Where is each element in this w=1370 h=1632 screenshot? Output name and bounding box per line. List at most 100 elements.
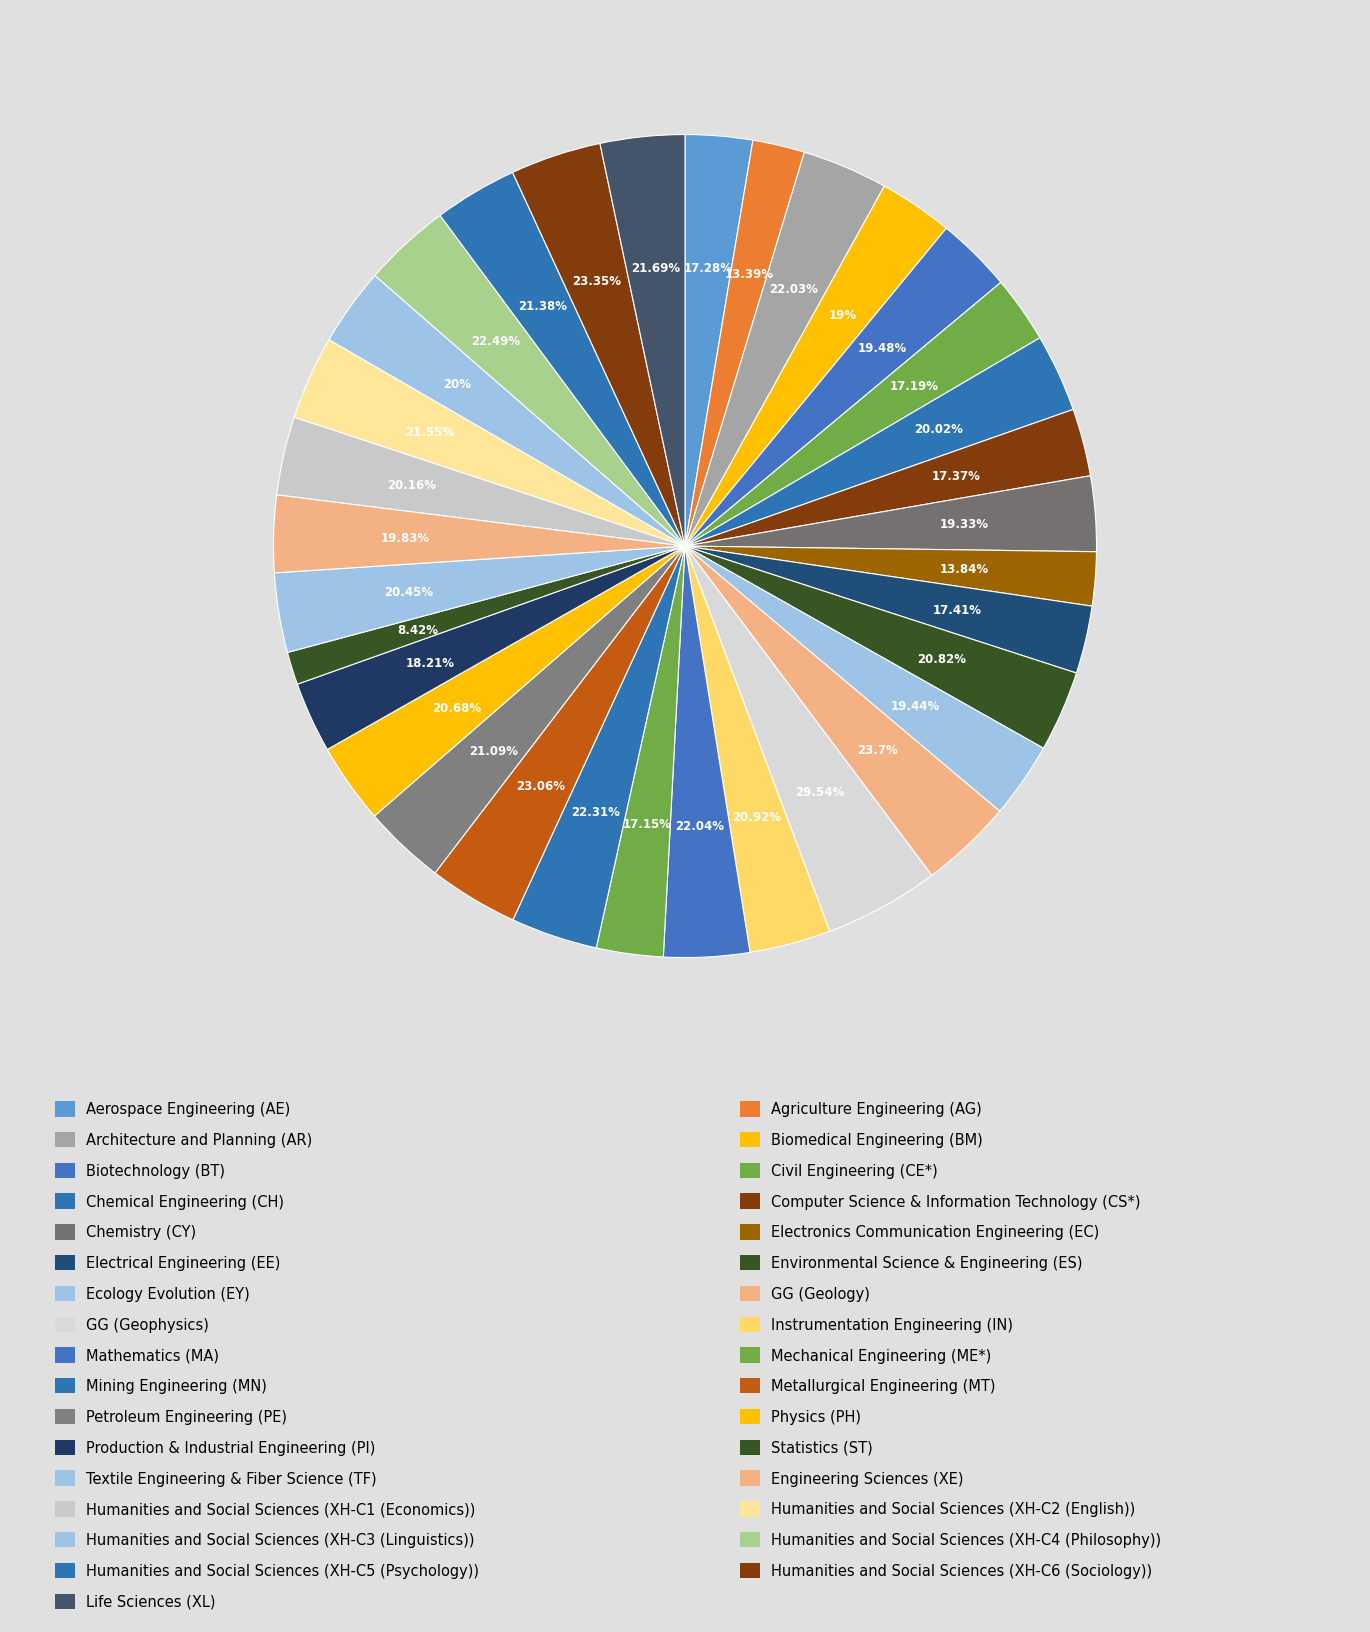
- Wedge shape: [327, 547, 685, 816]
- Text: Biomedical Engineering (BM): Biomedical Engineering (BM): [771, 1133, 984, 1147]
- Bar: [740, 1563, 760, 1578]
- Bar: [740, 1255, 760, 1271]
- Text: Petroleum Engineering (PE): Petroleum Engineering (PE): [86, 1408, 288, 1425]
- Bar: [740, 1286, 760, 1301]
- Bar: [55, 1470, 75, 1485]
- Bar: [55, 1317, 75, 1332]
- Wedge shape: [685, 477, 1096, 552]
- Text: 19.33%: 19.33%: [940, 517, 989, 530]
- Text: 20.68%: 20.68%: [432, 702, 481, 715]
- Text: Electrical Engineering (EE): Electrical Engineering (EE): [86, 1255, 281, 1270]
- Text: Textile Engineering & Fiber Science (TF): Textile Engineering & Fiber Science (TF): [86, 1470, 377, 1485]
- Bar: [55, 1286, 75, 1301]
- Wedge shape: [440, 173, 685, 547]
- Bar: [55, 1593, 75, 1609]
- Bar: [740, 1317, 760, 1332]
- Text: Humanities and Social Sciences (XH-C2 (English)): Humanities and Social Sciences (XH-C2 (E…: [771, 1501, 1136, 1516]
- Wedge shape: [600, 135, 685, 547]
- Wedge shape: [685, 135, 754, 547]
- Text: Production & Industrial Engineering (PI): Production & Industrial Engineering (PI): [86, 1439, 375, 1456]
- Text: 21.09%: 21.09%: [469, 744, 518, 757]
- Wedge shape: [374, 547, 685, 873]
- Text: Humanities and Social Sciences (XH-C1 (Economics)): Humanities and Social Sciences (XH-C1 (E…: [86, 1501, 475, 1516]
- Bar: [740, 1224, 760, 1240]
- Wedge shape: [288, 547, 685, 685]
- Wedge shape: [685, 338, 1073, 547]
- Wedge shape: [685, 547, 932, 932]
- Text: 20.82%: 20.82%: [917, 653, 966, 666]
- Text: Mechanical Engineering (ME*): Mechanical Engineering (ME*): [771, 1348, 992, 1363]
- Wedge shape: [685, 410, 1091, 547]
- Text: 21.38%: 21.38%: [518, 300, 567, 313]
- Bar: [740, 1379, 760, 1394]
- Text: 29.54%: 29.54%: [795, 785, 844, 798]
- Wedge shape: [685, 188, 947, 547]
- Text: Environmental Science & Engineering (ES): Environmental Science & Engineering (ES): [771, 1255, 1082, 1270]
- Text: 23.7%: 23.7%: [856, 744, 897, 757]
- Text: 23.35%: 23.35%: [573, 274, 622, 287]
- Bar: [740, 1102, 760, 1116]
- Wedge shape: [277, 418, 685, 547]
- Text: 19.48%: 19.48%: [858, 341, 907, 354]
- Text: 20%: 20%: [444, 377, 471, 390]
- Text: Agriculture Engineering (AG): Agriculture Engineering (AG): [771, 1102, 982, 1116]
- Text: 22.04%: 22.04%: [675, 819, 725, 832]
- Text: 22.49%: 22.49%: [471, 335, 519, 348]
- Text: 20.45%: 20.45%: [385, 586, 433, 599]
- Bar: [740, 1193, 760, 1209]
- Bar: [740, 1470, 760, 1485]
- Bar: [55, 1501, 75, 1516]
- Text: 13.84%: 13.84%: [940, 563, 989, 576]
- Text: Physics (PH): Physics (PH): [771, 1408, 862, 1425]
- Text: 21.69%: 21.69%: [632, 263, 681, 276]
- Wedge shape: [329, 276, 685, 547]
- Text: Humanities and Social Sciences (XH-C6 (Sociology)): Humanities and Social Sciences (XH-C6 (S…: [771, 1563, 1152, 1578]
- Bar: [740, 1501, 760, 1516]
- Text: GG (Geology): GG (Geology): [771, 1286, 870, 1301]
- Wedge shape: [512, 547, 685, 948]
- Text: 17.19%: 17.19%: [889, 379, 938, 392]
- Bar: [55, 1348, 75, 1363]
- Text: 22.03%: 22.03%: [770, 282, 818, 295]
- Text: Life Sciences (XL): Life Sciences (XL): [86, 1594, 216, 1609]
- Wedge shape: [685, 547, 1044, 811]
- Text: Statistics (ST): Statistics (ST): [771, 1439, 873, 1456]
- Wedge shape: [436, 547, 685, 920]
- Text: Engineering Sciences (XE): Engineering Sciences (XE): [771, 1470, 964, 1485]
- Text: 13.39%: 13.39%: [725, 268, 773, 281]
- Text: Humanities and Social Sciences (XH-C5 (Psychology)): Humanities and Social Sciences (XH-C5 (P…: [86, 1563, 479, 1578]
- Text: 17.15%: 17.15%: [623, 818, 671, 831]
- Bar: [740, 1348, 760, 1363]
- Text: Mining Engineering (MN): Mining Engineering (MN): [86, 1379, 267, 1394]
- Text: 18.21%: 18.21%: [406, 656, 455, 669]
- Text: 17.28%: 17.28%: [684, 261, 733, 274]
- Wedge shape: [685, 547, 1092, 674]
- Wedge shape: [685, 547, 1096, 607]
- Text: 19.44%: 19.44%: [890, 700, 940, 713]
- Wedge shape: [685, 228, 1001, 547]
- Bar: [740, 1439, 760, 1456]
- Bar: [740, 1532, 760, 1547]
- Wedge shape: [295, 341, 685, 547]
- Bar: [740, 1164, 760, 1178]
- Bar: [55, 1133, 75, 1147]
- Text: Instrumentation Engineering (IN): Instrumentation Engineering (IN): [771, 1317, 1014, 1332]
- Wedge shape: [685, 547, 1000, 876]
- Text: 23.06%: 23.06%: [516, 780, 564, 793]
- Text: 19.83%: 19.83%: [381, 532, 430, 545]
- Wedge shape: [685, 547, 1077, 749]
- Text: 17.41%: 17.41%: [933, 604, 982, 617]
- Bar: [55, 1563, 75, 1578]
- Text: Metallurgical Engineering (MT): Metallurgical Engineering (MT): [771, 1379, 996, 1394]
- Text: GG (Geophysics): GG (Geophysics): [86, 1317, 210, 1332]
- Wedge shape: [685, 547, 830, 953]
- Text: 8.42%: 8.42%: [397, 623, 438, 636]
- Bar: [55, 1255, 75, 1271]
- Bar: [55, 1193, 75, 1209]
- Text: 17.37%: 17.37%: [932, 470, 980, 483]
- Text: Aerospace Engineering (AE): Aerospace Engineering (AE): [86, 1102, 290, 1116]
- Bar: [55, 1164, 75, 1178]
- Text: Chemical Engineering (CH): Chemical Engineering (CH): [86, 1195, 285, 1209]
- Text: Architecture and Planning (AR): Architecture and Planning (AR): [86, 1133, 312, 1147]
- Wedge shape: [685, 140, 804, 547]
